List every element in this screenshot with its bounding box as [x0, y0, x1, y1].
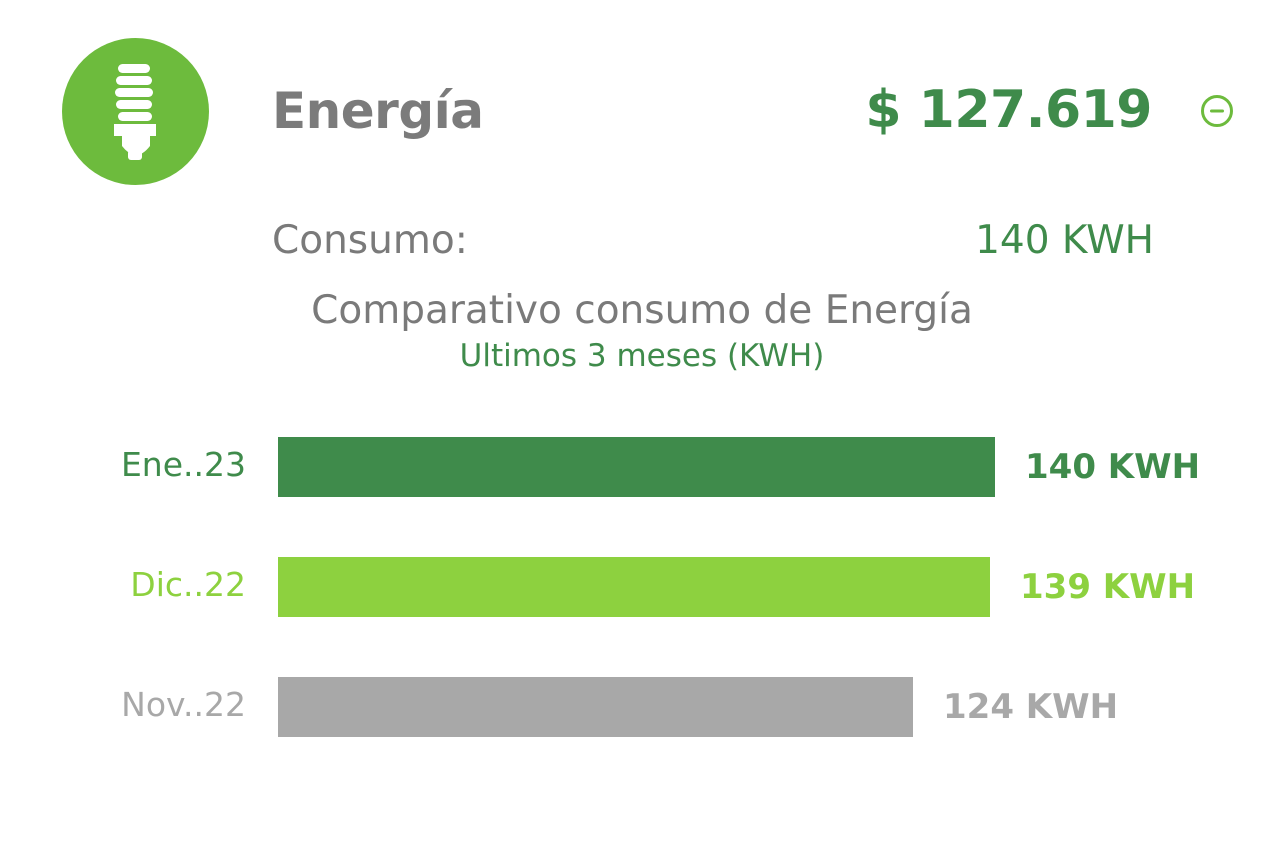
bar-row: Dic..22 139 KWH — [0, 557, 1284, 617]
bar-row: Nov..22 124 KWH — [0, 677, 1284, 737]
lightbulb-icon — [62, 38, 209, 185]
amount-total: $ 127.619 — [865, 80, 1152, 140]
bar — [278, 437, 995, 497]
page-title: Energía — [272, 82, 484, 140]
consumption-value: 140 KWH — [975, 218, 1154, 263]
bar-category-label: Nov..22 — [121, 685, 246, 724]
collapse-button[interactable] — [1200, 94, 1234, 128]
bar-category-label: Dic..22 — [130, 565, 246, 604]
chart-subtitle: Ultimos 3 meses (KWH) — [459, 338, 825, 374]
bar-value-label: 124 KWH — [943, 687, 1119, 727]
minus-circle-icon — [1201, 95, 1233, 127]
consumption-label: Consumo: — [272, 218, 468, 263]
bar — [278, 677, 913, 737]
bar-value-label: 140 KWH — [1025, 447, 1201, 487]
bar — [278, 557, 990, 617]
chart-title: Comparativo consumo de Energía — [311, 288, 973, 333]
bar-category-label: Ene..23 — [120, 445, 246, 484]
bar-value-label: 139 KWH — [1020, 567, 1196, 607]
bar-row: Ene..23 140 KWH — [0, 437, 1284, 497]
